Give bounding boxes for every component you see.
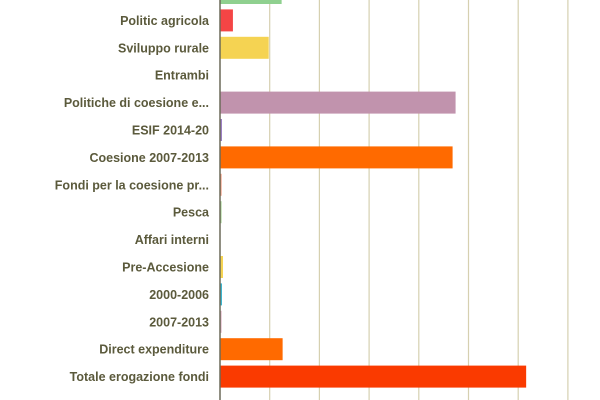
category-label: Politic agricola bbox=[120, 14, 210, 28]
category-label: Entrambi bbox=[155, 69, 209, 83]
category-label: Coesione 2007-2013 bbox=[89, 151, 209, 165]
category-label: Pesca bbox=[173, 206, 210, 220]
category-label: Fondi per la coesione pr... bbox=[55, 178, 209, 192]
bar[interactable] bbox=[220, 365, 527, 388]
bar[interactable] bbox=[220, 0, 282, 4]
bar[interactable] bbox=[220, 9, 233, 32]
category-label: Pre-Accesione bbox=[122, 261, 209, 275]
bar[interactable] bbox=[220, 338, 283, 361]
category-label: Sviluppo rurale bbox=[118, 41, 209, 55]
bar[interactable] bbox=[220, 119, 222, 141]
category-label: ESIF 2014-20 bbox=[132, 124, 209, 138]
category-label: 2007-2013 bbox=[149, 315, 209, 329]
bar[interactable] bbox=[220, 36, 269, 59]
bar[interactable] bbox=[220, 256, 223, 278]
category-label: Affari interni bbox=[135, 233, 209, 247]
bar[interactable] bbox=[220, 91, 456, 114]
category-label: Politiche di coesione e... bbox=[64, 96, 209, 110]
category-label: Totale erogazione fondi bbox=[70, 370, 209, 384]
bar[interactable] bbox=[220, 283, 222, 306]
category-label: 2000-2006 bbox=[149, 288, 209, 302]
bar[interactable] bbox=[220, 146, 453, 169]
category-label: Direct expenditure bbox=[99, 343, 209, 357]
